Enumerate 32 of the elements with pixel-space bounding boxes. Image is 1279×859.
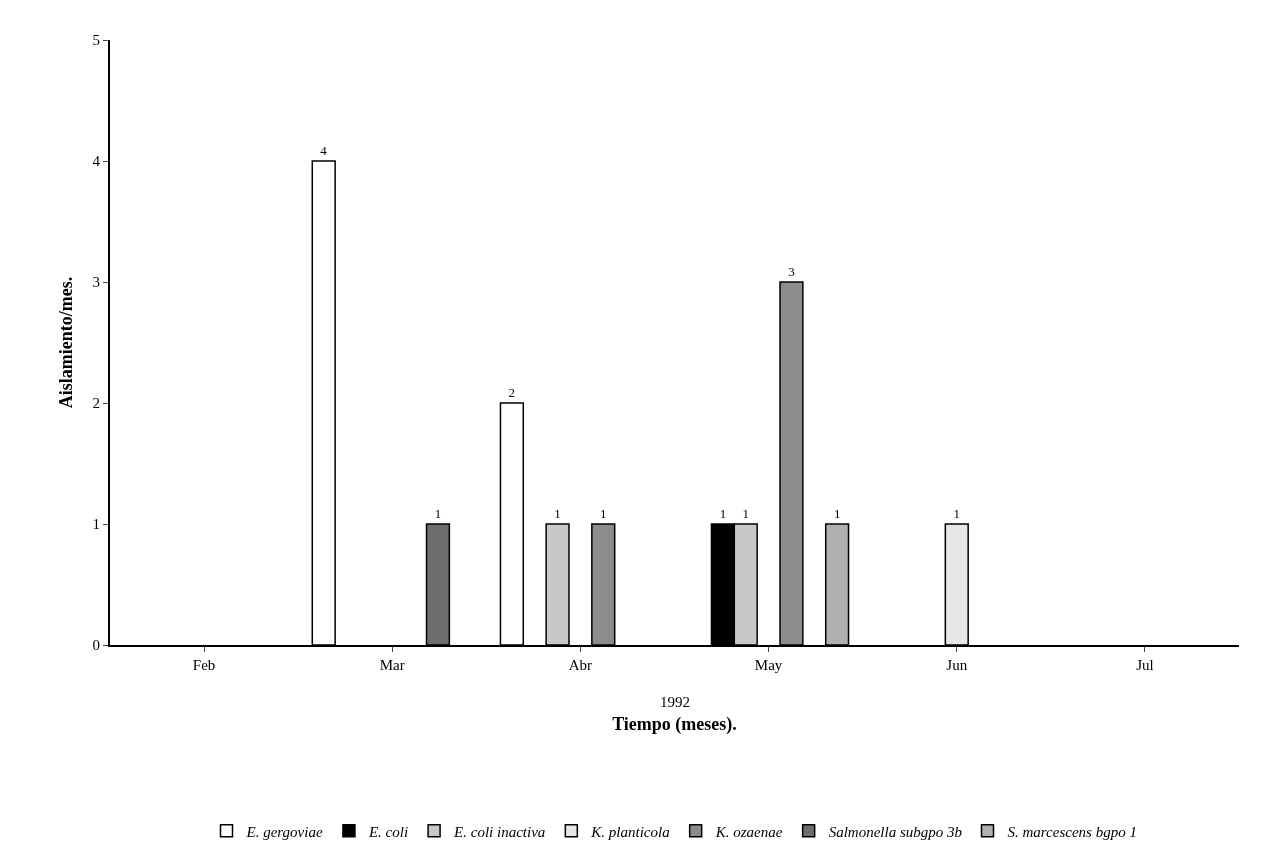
data-label: 1 (554, 506, 561, 521)
legend-label: E. coli (367, 823, 409, 840)
x-tick-label: Jun (946, 657, 968, 673)
x-tick-label: Feb (192, 657, 216, 673)
y-tick-label: 1 (92, 516, 100, 533)
x-tick-label: Mar (379, 657, 405, 673)
data-label: 1 (434, 506, 442, 521)
x-tick-label: May (754, 657, 783, 673)
x-tick-label: Jul (1136, 657, 1154, 673)
data-label: 4 (320, 143, 328, 158)
legend-label: K. ozaenae (714, 823, 783, 840)
data-label: 2 (508, 385, 516, 400)
y-tick-label: 5 (92, 32, 100, 49)
legend-label: E. coli inactiva (453, 823, 546, 840)
y-tick-label: 3 (92, 274, 100, 291)
data-label: 1 (742, 506, 749, 521)
x-axis-title: Tiempo (meses). (612, 713, 737, 735)
y-tick-label: 4 (92, 153, 101, 170)
y-tick-label: 0 (92, 637, 100, 654)
data-label: 1 (953, 506, 960, 521)
data-label: 1 (719, 506, 727, 521)
data-label: 1 (833, 506, 841, 521)
data-label: 3 (788, 264, 795, 279)
y-tick-label: 2 (92, 395, 100, 412)
legend-label: Salmonella subgpo 3b (828, 823, 963, 840)
legend-label: S. marcescens bgpo 1 (1007, 823, 1137, 840)
x-tick-label: Abr (568, 657, 593, 673)
text: 1992 (660, 694, 690, 710)
legend-label: E. gergoviae (245, 823, 323, 840)
y-axis-title: Aislamiento/mes. (56, 276, 77, 409)
data-label: 1 (600, 506, 607, 521)
legend-label: K. planticola (590, 823, 670, 840)
